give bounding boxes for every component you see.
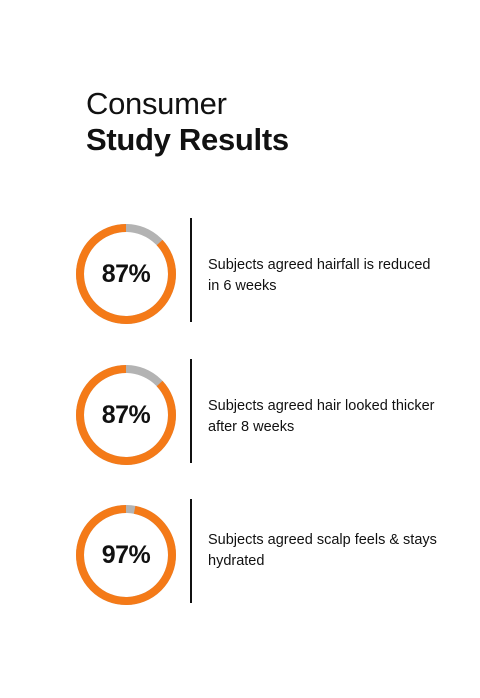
- donut-arc-3: [76, 505, 176, 605]
- donut-chart-1: 87%: [74, 222, 178, 326]
- donut-value-label-3: 97%: [101, 540, 151, 569]
- page-title: Consumer Study Results: [86, 86, 289, 158]
- stat-row-2: 87% Subjects agreed hair looked thicker …: [0, 359, 480, 467]
- stat-caption-2: Subjects agreed hair looked thicker afte…: [208, 398, 435, 435]
- title-line-1: Consumer: [86, 86, 227, 121]
- donut-svg-1: [76, 224, 176, 324]
- divider-2: [190, 359, 192, 463]
- donut-svg-2: [76, 365, 176, 465]
- donut-svg-3: [76, 505, 176, 605]
- divider-1: [190, 218, 192, 322]
- stat-row-1: 87% Subjects agreed hairfall is reduced …: [0, 218, 480, 326]
- donut-chart-2: 87%: [74, 363, 178, 467]
- donut-arc-1: [76, 224, 176, 324]
- divider-3: [190, 499, 192, 603]
- donut-value-label-2: 87%: [101, 400, 151, 429]
- donut-chart-3: 97%: [74, 503, 178, 607]
- stat-caption-3: Subjects agreed scalp feels & stays hydr…: [208, 532, 437, 569]
- donut-value-label-1: 87%: [101, 259, 151, 288]
- stat-caption-1: Subjects agreed hairfall is reduced in 6…: [208, 257, 431, 294]
- stat-row-3: 97% Subjects agreed scalp feels & stays …: [0, 499, 480, 607]
- donut-arc-2: [76, 365, 176, 465]
- title-line-2: Study Results: [86, 122, 289, 157]
